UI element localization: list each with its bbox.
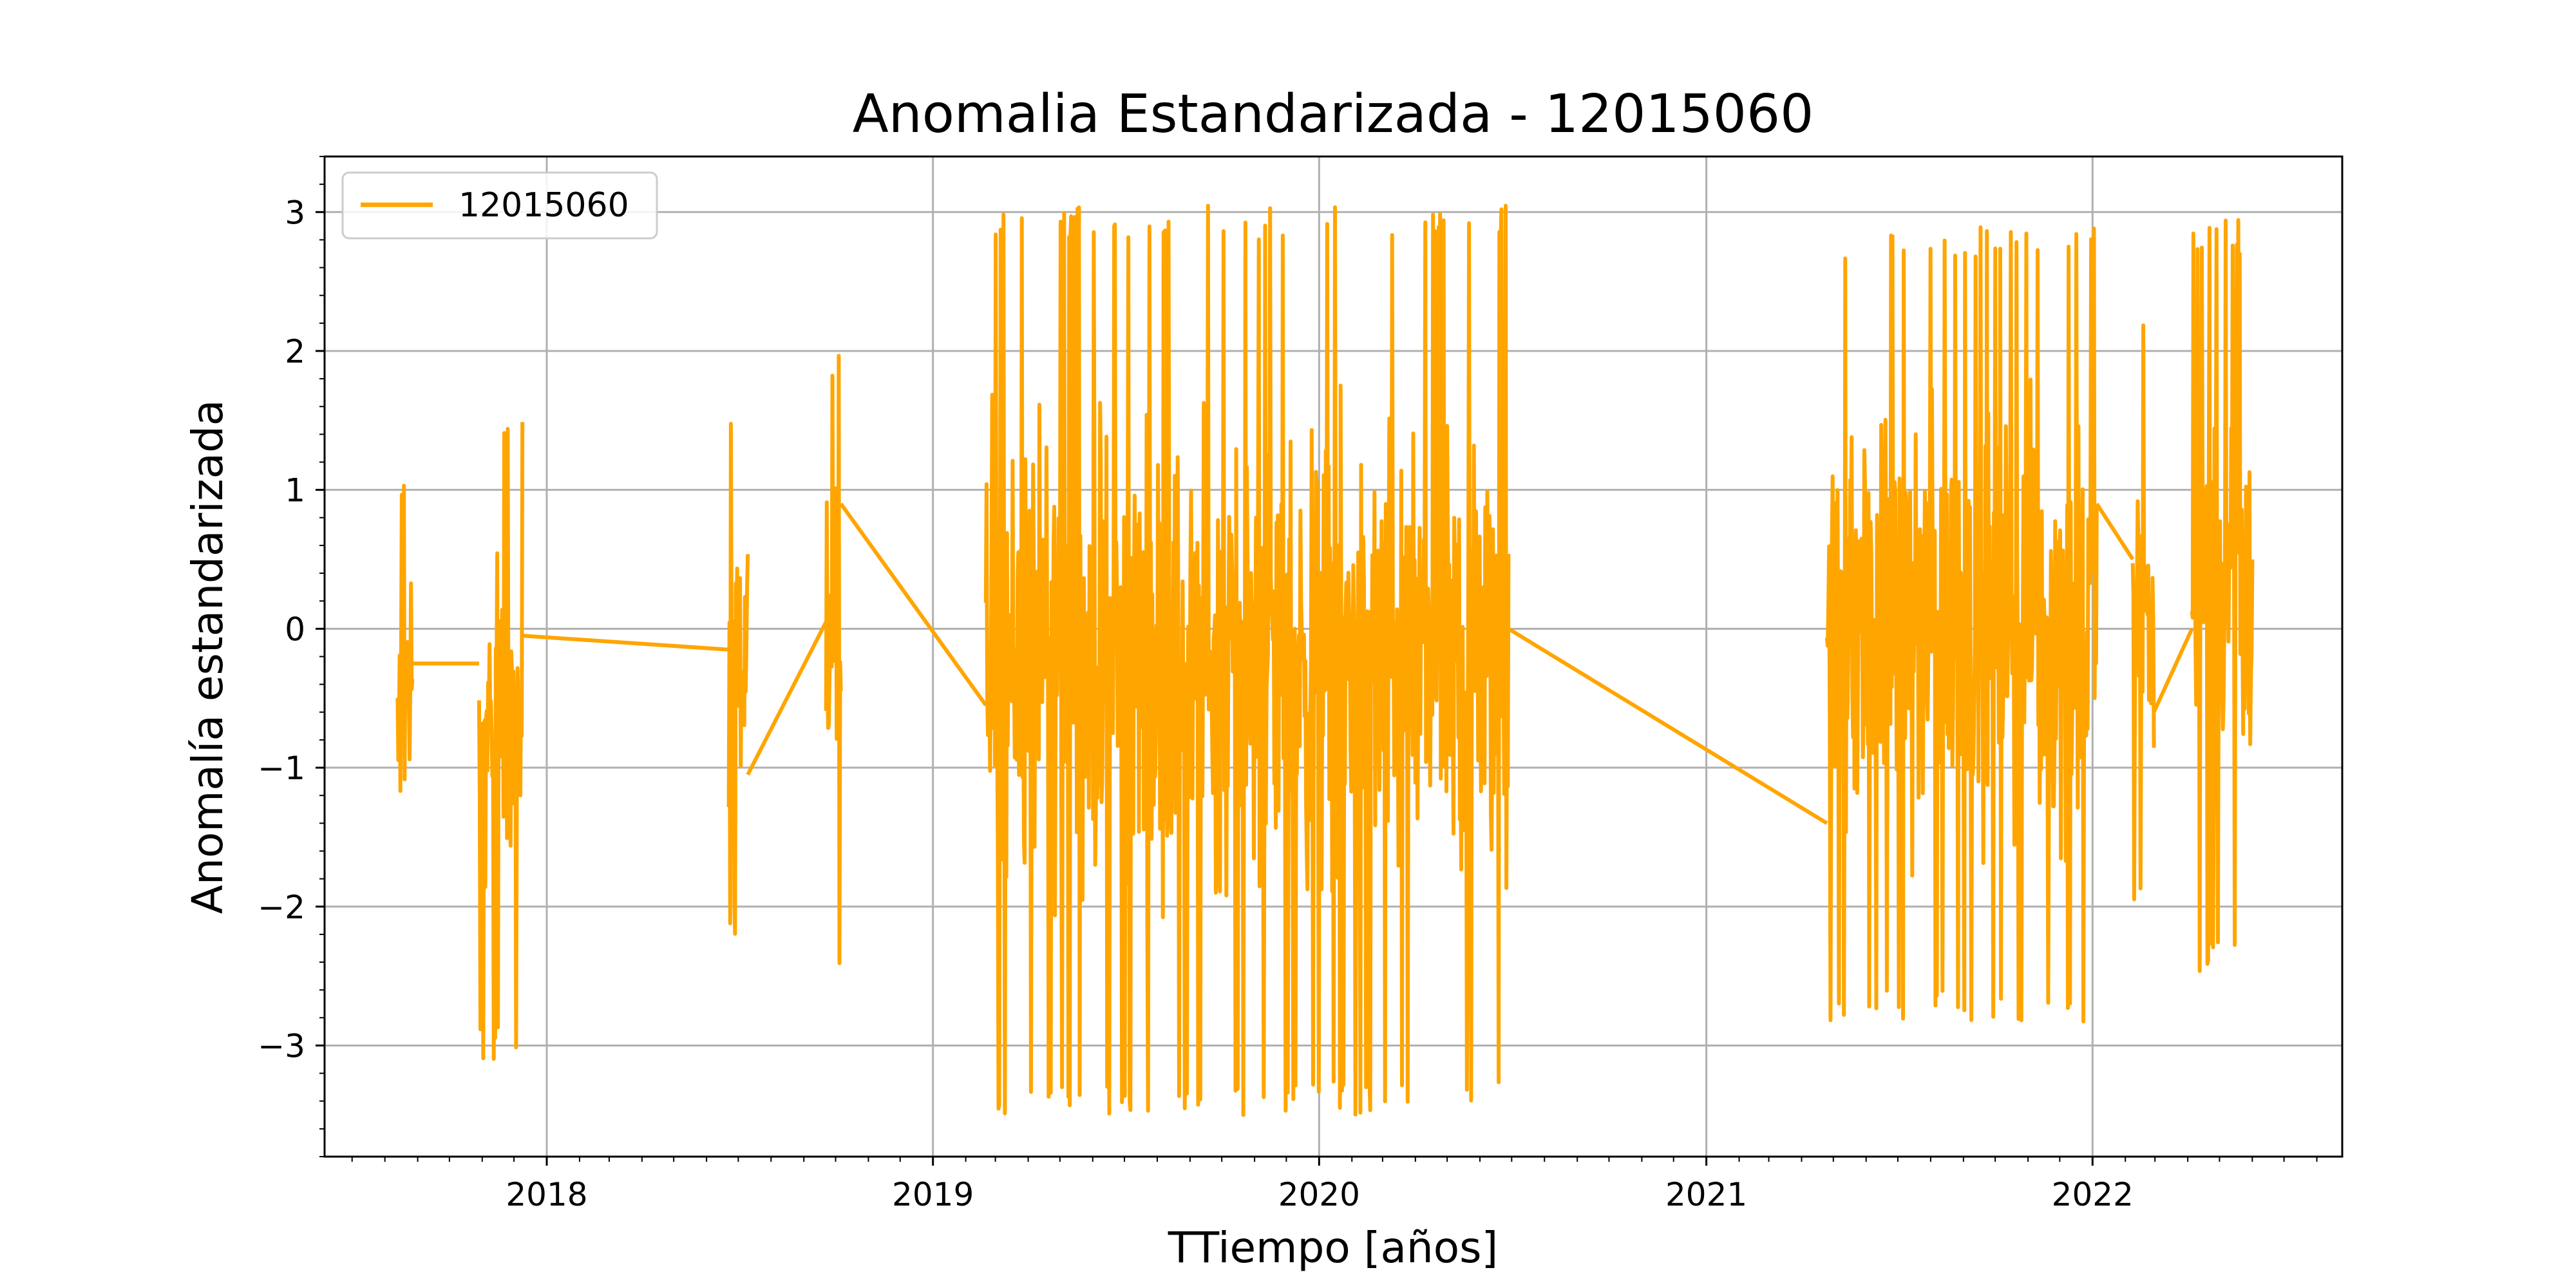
chart-title: Anomalia Estandarizada - 12015060 [853,84,1814,145]
series-segment-7 [2130,323,2156,902]
y-tick-label: 3 [285,194,305,231]
y-axis-label: Anomalía estandarizada [183,400,232,914]
y-tick-label: −1 [258,750,305,787]
legend-box [341,171,658,240]
series-segment-1 [395,484,415,793]
series-segment-2 [477,422,525,1061]
x-tick-label: 2018 [506,1176,587,1213]
series-gap-connector-2 [522,634,729,652]
series-gap-connector-5 [1507,627,1828,825]
series-segment-3 [726,421,750,936]
y-tick-label: 1 [285,472,305,509]
y-tick-label: −3 [258,1027,305,1065]
legend: 12015060 [341,171,658,240]
x-axis-label: TTiempo [años] [1168,1223,1498,1273]
x-tick-label: 2022 [2052,1176,2134,1213]
series-gap-connector-3 [746,621,828,776]
x-tick-label: 2019 [892,1176,974,1213]
legend-label: 12015060 [459,186,629,225]
y-tick-label: 0 [285,611,305,648]
series-segment-4 [824,354,843,965]
series-layer [395,204,2255,1117]
series-segment-8 [2190,218,2255,973]
y-tick-label: 2 [285,333,305,370]
series-segment-6 [1824,225,2099,1024]
x-tick-label: 2021 [1665,1176,1747,1213]
y-tick-label: −2 [258,889,305,926]
series-segment-5 [983,204,1511,1117]
series-gap-connector-4 [839,502,988,706]
series-gap-connector-7 [2152,628,2194,714]
x-tick-label: 2020 [1278,1176,1360,1213]
series-gap-connector-6 [2095,502,2135,561]
axis-ticks: −3 −2 −1 0 1 2 3 2018 2019 2020 2021 2022 [258,156,2318,1213]
